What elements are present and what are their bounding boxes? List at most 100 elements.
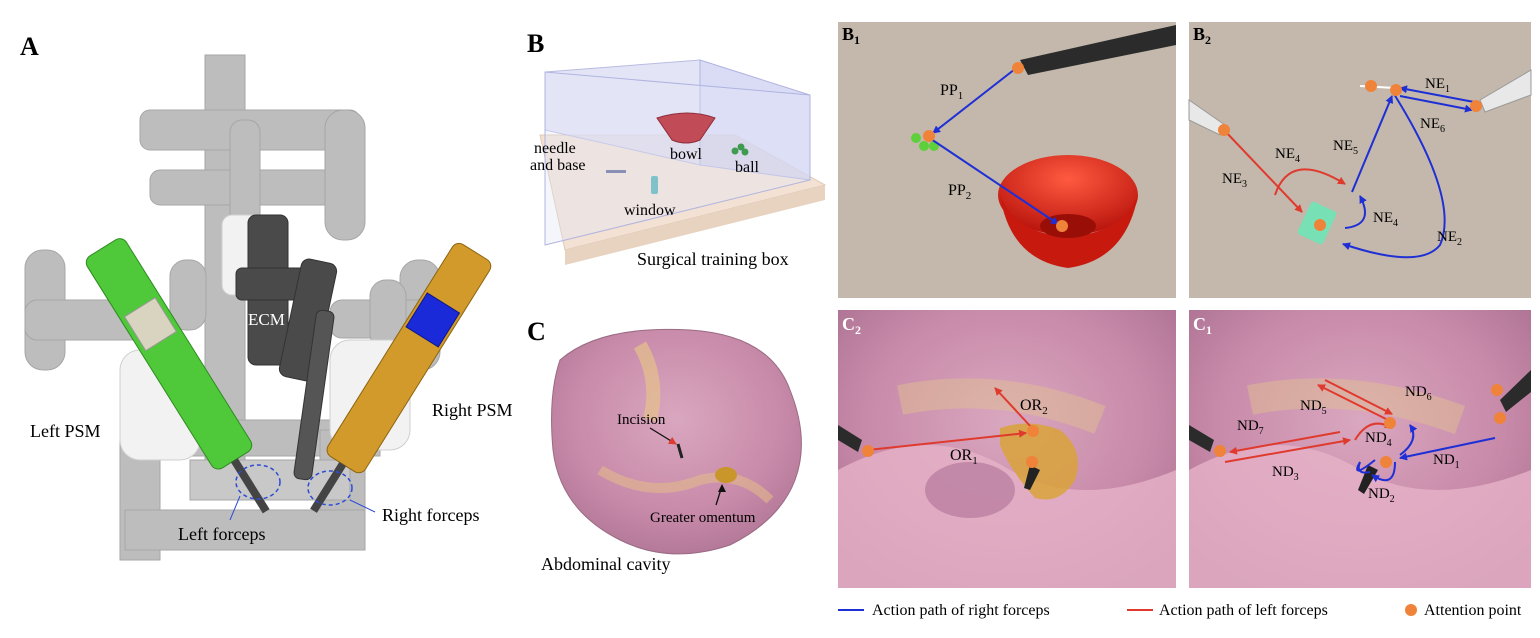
- training-box-base: [565, 185, 825, 265]
- panel-letter-c1: C1: [1193, 314, 1212, 337]
- attention-c2-3: [1026, 456, 1038, 468]
- label-omentum: Greater omentum: [650, 510, 756, 526]
- path-or2: [994, 387, 1033, 429]
- label-ne1: NE1: [1425, 76, 1450, 95]
- label-incision: Incision: [617, 412, 666, 428]
- ball-3: [741, 148, 749, 156]
- needle-base-shape: [606, 170, 626, 173]
- label-nd6: ND6: [1405, 384, 1432, 403]
- path-nd1: [1399, 437, 1496, 461]
- legend-attention-swatch: [1405, 604, 1417, 616]
- path-ne5: [1351, 95, 1393, 193]
- instrument-b1: [1020, 25, 1176, 75]
- label-abdominal-cavity: Abdominal cavity: [541, 554, 670, 574]
- path-nd6: [1324, 379, 1393, 415]
- label-nd3: ND3: [1272, 464, 1299, 483]
- label-window: window: [624, 202, 676, 219]
- panel-a: A: [20, 32, 513, 561]
- panel-letter-b2: B2: [1193, 24, 1211, 47]
- green-balls-b1: [911, 133, 921, 143]
- label-needle-2: and base: [530, 157, 586, 174]
- attention-c1-4: [1491, 384, 1503, 396]
- path-nd3: [1224, 437, 1351, 463]
- label-nd1: ND1: [1433, 452, 1460, 471]
- path-pp2: [930, 138, 1059, 225]
- label-ne4a: NE4: [1275, 146, 1300, 165]
- attention-c1-5: [1494, 412, 1506, 424]
- panel-b2-bg: [1189, 22, 1531, 298]
- label-nd7: ND7: [1237, 418, 1264, 437]
- path-nd5: [1317, 384, 1389, 421]
- label-nd2: ND2: [1368, 486, 1395, 505]
- label-left-psm: Left PSM: [30, 421, 101, 441]
- path-ne4b: [1344, 195, 1367, 229]
- attention-b1-2: [923, 130, 935, 142]
- attention-c1-1: [1214, 445, 1226, 457]
- label-ball: ball: [735, 159, 760, 176]
- label-ne6: NE6: [1420, 116, 1445, 135]
- right-psm: [310, 242, 492, 513]
- instrument-c1-center: [1358, 465, 1378, 494]
- panel-b2: B2 NE1 NE6 NE5 NE4 NE3 NE4 NE2: [1188, 22, 1532, 298]
- path-ne2: [1342, 93, 1446, 259]
- label-training-box: Surgical training box: [637, 249, 789, 269]
- panel-c: C Incision Greater omentum Abdominal cav…: [527, 317, 802, 574]
- label-right-psm: Right PSM: [432, 400, 513, 420]
- attention-c1-2: [1384, 417, 1396, 429]
- legend-right-label: Action path of right forceps: [872, 602, 1050, 619]
- label-ne2: NE2: [1437, 229, 1462, 248]
- ecm-arm: [235, 214, 338, 481]
- attention-b2-4: [1470, 100, 1482, 112]
- incision-shape: [676, 443, 684, 459]
- path-nd7: [1229, 431, 1341, 455]
- omentum-shape: [715, 467, 737, 483]
- panel-letter-c: C: [527, 317, 546, 346]
- panel-b: B needle and base bowl ball window Surgi…: [527, 29, 827, 269]
- panel-b1: B1 PP1 PP2: [838, 22, 1176, 298]
- bowl-shape: [656, 112, 716, 144]
- bowl-b1: [998, 155, 1138, 268]
- ball-2: [737, 143, 745, 151]
- legend-attention-label: Attention point: [1424, 602, 1522, 619]
- panel-c2: C2 OR2 OR1: [838, 310, 1176, 588]
- label-ecm: ECM: [248, 310, 285, 329]
- legend-left-label: Action path of left forceps: [1159, 602, 1328, 619]
- panel-c1: C1 ND6 ND5 ND7 ND4 ND1 ND3 ND2: [1189, 310, 1531, 588]
- instrument-c2-center: [1024, 465, 1040, 490]
- attention-b1-3: [1056, 220, 1068, 232]
- label-left-forceps: Left forceps: [178, 524, 265, 544]
- label-pp2: PP2: [948, 182, 971, 202]
- right-forceps-marker: [307, 470, 353, 506]
- label-ne3: NE3: [1222, 171, 1247, 190]
- path-or1: [867, 429, 1027, 451]
- path-nd2: [1356, 459, 1376, 474]
- attention-b1-1: [1012, 62, 1024, 74]
- left-psm: [85, 238, 270, 514]
- attention-c1-3: [1380, 456, 1392, 468]
- window-shape: [651, 176, 658, 194]
- path-ne4a: [1274, 168, 1346, 196]
- attention-b2-5: [1314, 219, 1326, 231]
- robot-structure: [24, 54, 441, 561]
- label-or1: OR1: [950, 447, 978, 467]
- label-nd4: ND4: [1365, 430, 1392, 449]
- panel-letter-a: A: [20, 32, 39, 61]
- path-pp1: [932, 68, 1016, 134]
- label-pp1: PP1: [940, 82, 963, 102]
- panel-letter-c2: C2: [842, 314, 861, 337]
- label-bowl: bowl: [670, 146, 703, 163]
- attention-c2-1: [862, 445, 874, 457]
- instrument-c2-left: [838, 425, 862, 452]
- path-ne3: [1223, 129, 1303, 213]
- label-ne5: NE5: [1333, 138, 1358, 157]
- instrument-b2-left: [1188, 99, 1226, 136]
- label-nd5: ND5: [1300, 398, 1327, 417]
- omentum-c2: [1000, 423, 1078, 500]
- left-forceps-marker: [235, 464, 281, 500]
- instrument-c1-right: [1500, 370, 1531, 412]
- panel-letter-b: B: [527, 29, 544, 58]
- training-box-front: [544, 71, 811, 246]
- attention-b2-3: [1390, 84, 1402, 96]
- panel-letter-b1: B1: [842, 24, 860, 47]
